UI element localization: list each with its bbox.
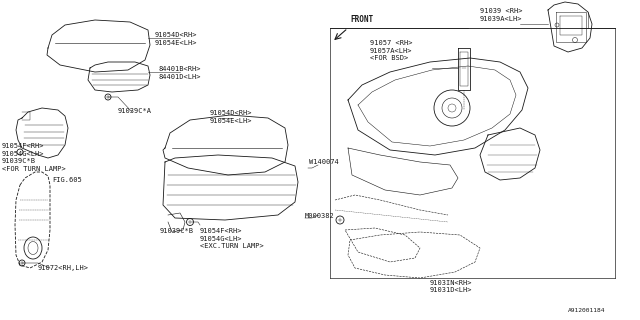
Text: 91039 <RH>
91039A<LH>: 91039 <RH> 91039A<LH> — [480, 8, 522, 21]
Text: FIG.605: FIG.605 — [52, 177, 82, 183]
Text: W140074: W140074 — [309, 159, 339, 165]
Text: 91054F<RH>
91054G<LH>
<EXC.TURN LAMP>: 91054F<RH> 91054G<LH> <EXC.TURN LAMP> — [200, 228, 264, 249]
Text: FRONT: FRONT — [350, 15, 373, 24]
Text: 91039C*A: 91039C*A — [118, 108, 152, 114]
Text: 91054D<RH>
91054E<LH>: 91054D<RH> 91054E<LH> — [210, 110, 253, 124]
Text: 91054F<RH>
91054G<LH>: 91054F<RH> 91054G<LH> — [2, 143, 45, 156]
Text: M000382: M000382 — [305, 213, 335, 219]
Text: 91057 <RH>
91057A<LH>
<FOR BSD>: 91057 <RH> 91057A<LH> <FOR BSD> — [370, 40, 413, 61]
Text: 91039C*B: 91039C*B — [160, 228, 194, 234]
Text: 91039C*B
<FOR TURN LAMP>: 91039C*B <FOR TURN LAMP> — [2, 158, 66, 172]
Text: 9103IN<RH>
91031D<LH>: 9103IN<RH> 91031D<LH> — [430, 280, 472, 293]
Text: A912001184: A912001184 — [568, 308, 605, 313]
Text: 91054D<RH>
91054E<LH>: 91054D<RH> 91054E<LH> — [155, 32, 198, 45]
Text: 84401B<RH>
84401D<LH>: 84401B<RH> 84401D<LH> — [158, 66, 200, 79]
Text: 91072<RH,LH>: 91072<RH,LH> — [38, 265, 89, 271]
